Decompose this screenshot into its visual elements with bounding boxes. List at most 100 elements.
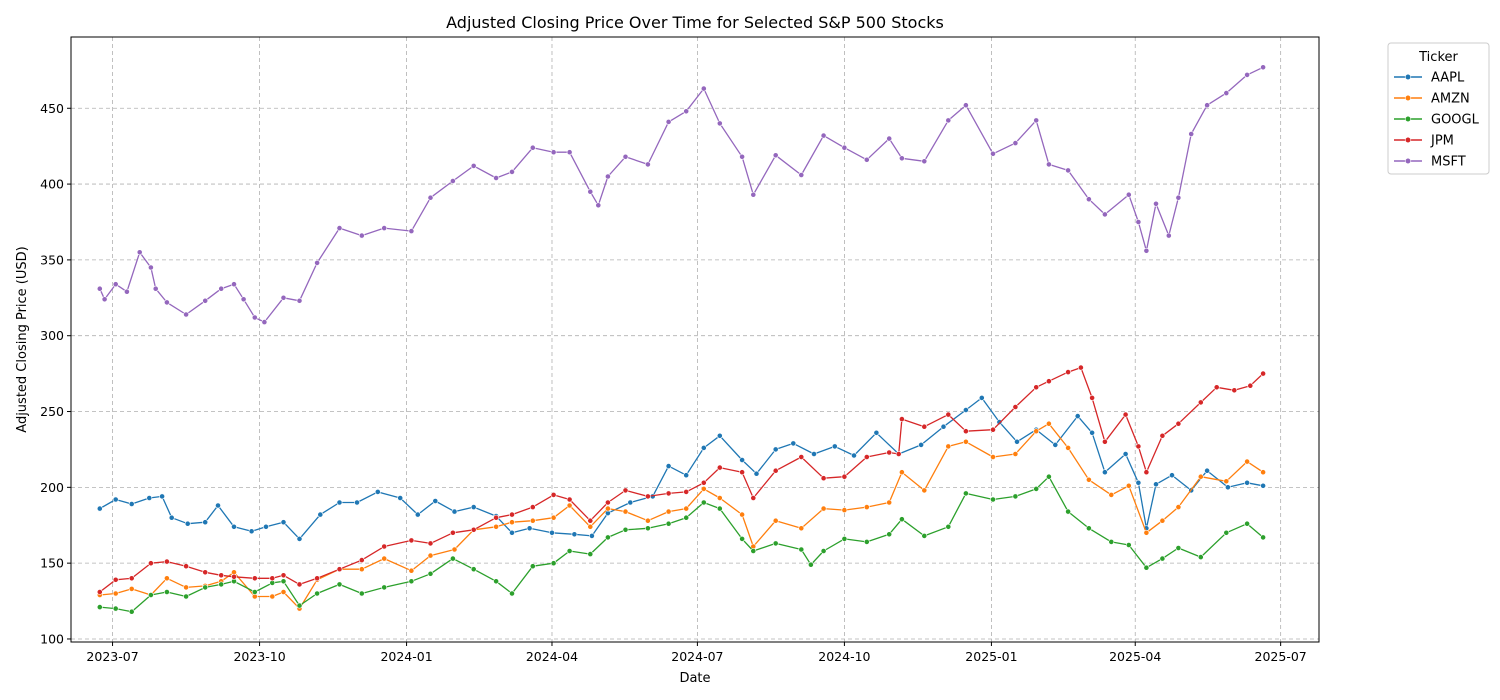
y-tick-label: 200: [40, 480, 64, 495]
data-point: [1169, 472, 1175, 479]
data-point: [509, 511, 515, 518]
data-point: [529, 504, 536, 510]
data-point: [470, 526, 477, 533]
x-tick-label: 2023-10: [233, 649, 285, 664]
data-point: [1108, 539, 1115, 545]
data-point: [269, 575, 276, 582]
data-point: [645, 525, 651, 532]
data-point: [427, 540, 434, 547]
data-point: [1108, 491, 1115, 498]
data-point: [509, 529, 515, 536]
data-point: [336, 581, 343, 588]
data-point: [683, 488, 690, 495]
data-point: [963, 102, 969, 109]
data-point: [851, 452, 857, 459]
data-point: [587, 188, 594, 195]
data-point: [128, 586, 135, 592]
data-point: [571, 531, 578, 538]
x-axis-title: Date: [679, 671, 710, 686]
data-point: [645, 493, 651, 500]
data-point: [493, 578, 499, 585]
data-point: [1078, 364, 1084, 371]
data-point: [432, 498, 439, 504]
data-point: [1223, 529, 1230, 536]
data-point: [899, 516, 905, 523]
data-point: [750, 495, 757, 501]
data-point: [716, 432, 723, 439]
data-point: [963, 490, 969, 497]
data-point: [408, 578, 415, 585]
legend-label: JPM: [1430, 134, 1454, 149]
data-point: [739, 457, 745, 463]
legend-swatch-marker: [1404, 136, 1412, 144]
data-point: [112, 281, 119, 288]
data-point: [820, 132, 827, 139]
data-point: [772, 446, 779, 453]
data-point: [798, 172, 805, 178]
data-point: [841, 144, 848, 151]
data-point: [863, 156, 870, 163]
data-point: [595, 202, 602, 209]
data-point: [358, 557, 365, 563]
data-point: [263, 523, 269, 530]
data-point: [231, 573, 237, 580]
data-point: [136, 249, 143, 256]
data-point: [1125, 482, 1132, 489]
data-point: [772, 517, 779, 524]
data-point: [716, 120, 723, 127]
data-point: [863, 539, 870, 545]
data-point: [1159, 555, 1166, 562]
data-point: [449, 178, 456, 184]
data-point: [314, 259, 320, 266]
data-point: [665, 508, 672, 515]
data-point: [899, 155, 905, 162]
data-point: [184, 520, 191, 527]
data-point: [96, 604, 103, 610]
x-tick-label: 2024-04: [526, 649, 578, 664]
data-point: [820, 548, 827, 554]
data-point: [251, 314, 258, 321]
data-point: [96, 505, 103, 512]
data-point: [589, 533, 595, 539]
data-point: [665, 119, 672, 125]
data-point: [183, 311, 189, 318]
legend-items: AAPL AMZN GOOGL JPM MSFT: [1394, 71, 1480, 170]
data-point: [1102, 469, 1108, 476]
data-point: [739, 153, 745, 160]
x-tick-label: 2023-07: [86, 649, 138, 664]
data-point: [1143, 247, 1150, 254]
data-point: [1074, 413, 1081, 419]
data-point: [280, 519, 287, 526]
legend-swatch-marker: [1404, 115, 1412, 123]
y-tick-label: 350: [40, 252, 64, 267]
x-tick-label: 2024-01: [380, 649, 432, 664]
y-tick-label: 150: [40, 556, 64, 571]
data-point: [381, 543, 388, 550]
data-point: [622, 508, 629, 515]
data-point: [183, 593, 189, 600]
data-point: [1143, 469, 1150, 476]
data-point: [700, 485, 707, 492]
data-point: [700, 85, 707, 92]
data-point: [790, 440, 797, 447]
legend-swatch-marker: [1404, 73, 1412, 81]
series-jpm: [96, 364, 1266, 595]
data-point: [1046, 473, 1052, 480]
data-point: [147, 560, 154, 567]
data-point: [336, 566, 343, 573]
data-point: [493, 514, 499, 521]
data-point: [918, 441, 924, 448]
data-point: [750, 548, 757, 554]
data-point: [261, 319, 268, 325]
data-point: [1143, 529, 1150, 536]
data-point: [509, 168, 515, 175]
data-point: [683, 505, 690, 512]
data-point: [886, 531, 893, 538]
data-point: [550, 491, 557, 498]
data-point: [1135, 479, 1142, 486]
data-point: [683, 108, 690, 115]
data-point: [990, 150, 996, 157]
data-point: [218, 581, 225, 588]
data-point: [587, 551, 594, 557]
